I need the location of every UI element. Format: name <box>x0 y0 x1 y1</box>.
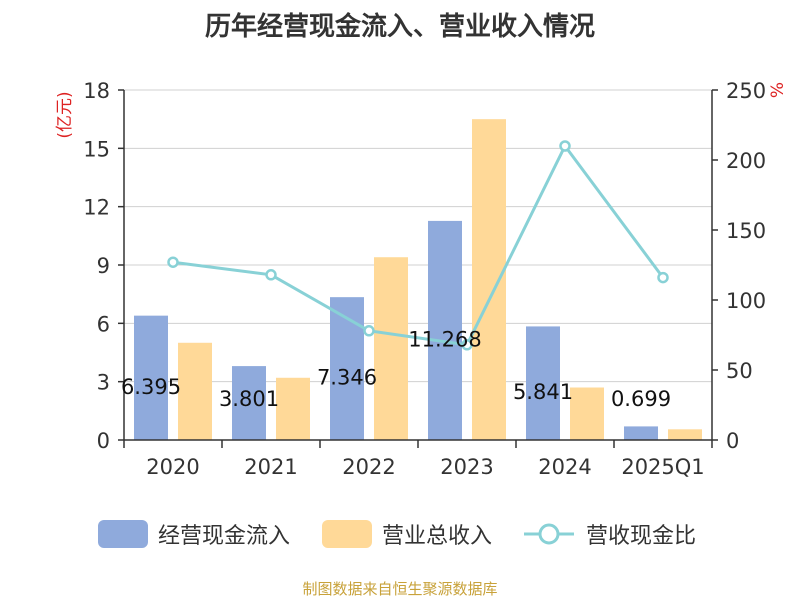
y-right-tick-label: 0 <box>726 429 739 453</box>
bar-cash-inflow <box>624 426 658 440</box>
bar-cash-inflow <box>232 366 266 440</box>
legend-label-total-revenue: 营业总收入 <box>382 524 493 549</box>
y-left-tick-label: 6 <box>97 312 110 336</box>
bar-total-revenue <box>374 257 408 440</box>
x-tick-label: 2023 <box>440 455 493 479</box>
bar-total-revenue <box>276 377 310 440</box>
y-right-tick-label: 200 <box>726 149 766 173</box>
y-right-tick-label: 50 <box>726 359 753 383</box>
data-label-cash-inflow: 6.395 <box>121 375 181 399</box>
label-layer: 6.395 3.801 7.346 11.268 5.841 0.699 <box>121 327 671 411</box>
bar-total-revenue <box>472 119 506 441</box>
y-right-tick-label: 150 <box>726 219 766 243</box>
point-revenue-cash-ratio <box>167 256 179 268</box>
line-revenue-cash-ratio <box>172 143 665 347</box>
y-left-tick-label: 9 <box>97 254 110 278</box>
y-left-tick-label: 3 <box>97 371 110 395</box>
data-label-cash-inflow: 7.346 <box>317 366 377 390</box>
bar-cash-inflow <box>134 315 168 440</box>
y-right-tick-label: 250 <box>726 79 766 103</box>
source-note: 制图数据来自恒生聚源数据库 <box>302 580 498 598</box>
data-label-cash-inflow: 11.268 <box>408 327 481 351</box>
legend-label-cash-inflow: 经营现金流入 <box>158 524 291 549</box>
y-left-axis-title: (亿元) <box>55 91 75 138</box>
x-tick-label: 2025Q1 <box>621 455 704 479</box>
x-tick-label: 2024 <box>538 455 591 479</box>
point-revenue-cash-ratio <box>559 140 571 152</box>
y-left-tick-label: 15 <box>83 137 110 161</box>
line-layer <box>167 140 669 351</box>
y-right-tick-label: 100 <box>726 289 766 313</box>
legend-item-cash-inflow[interactable]: 经营现金流入 <box>98 516 290 552</box>
x-tick-label: 2022 <box>342 455 395 479</box>
bar-cash-inflow <box>526 326 560 440</box>
bar-layer <box>134 119 702 441</box>
axis-layer: 0 3 6 9 12 15 18 0 50 100 150 200 250 (亿元)% 2020 2021 20… <box>55 79 788 479</box>
legend-line-marker-icon <box>522 520 576 548</box>
bar-total-revenue <box>570 387 604 440</box>
data-label-cash-inflow: 3.801 <box>219 387 279 411</box>
bar-total-revenue <box>178 342 212 440</box>
legend-label-revenue-cash-ratio: 营收现金比 <box>586 524 697 549</box>
legend-swatch-total-revenue <box>322 520 372 548</box>
y-right-axis-title: % <box>768 82 788 98</box>
bar-total-revenue <box>668 429 702 440</box>
grid-layer <box>124 89 712 383</box>
point-revenue-cash-ratio <box>461 339 473 351</box>
y-left-tick-label: 0 <box>97 429 110 453</box>
y-left-tick-label: 12 <box>83 196 110 220</box>
data-label-cash-inflow: 5.841 <box>513 380 573 404</box>
y-left-tick-label: 18 <box>83 79 110 103</box>
legend-item-total-revenue[interactable]: 营业总收入 <box>322 516 492 552</box>
point-revenue-cash-ratio <box>363 325 375 337</box>
x-tick-label: 2020 <box>146 455 199 479</box>
point-revenue-cash-ratio <box>657 271 669 284</box>
point-revenue-cash-ratio <box>265 269 277 281</box>
data-label-cash-inflow: 0.699 <box>611 387 671 411</box>
bar-cash-inflow <box>330 297 364 440</box>
chart-title: 历年经营现金流入、营业收入情况 <box>204 12 595 42</box>
bar-cash-inflow <box>428 220 462 440</box>
x-tick-label: 2021 <box>244 455 297 479</box>
legend-item-revenue-cash-ratio[interactable]: 营收现金比 <box>522 516 696 552</box>
legend-swatch-cash-inflow <box>98 520 148 548</box>
